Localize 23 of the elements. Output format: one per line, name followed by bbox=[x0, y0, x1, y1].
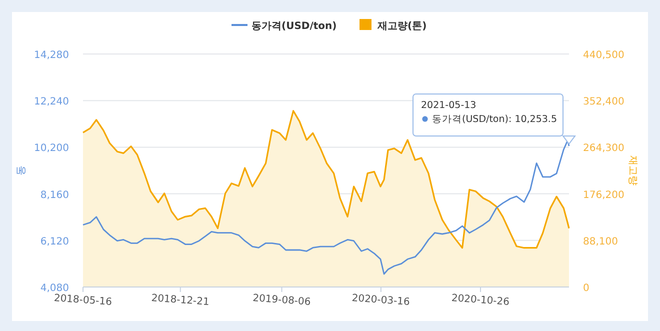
y-tick-label: 14,280 bbox=[34, 50, 69, 61]
y2-tick-label: 352,400 bbox=[583, 96, 624, 108]
x-tick-label: 2020-03-16 bbox=[351, 292, 410, 308]
y-tick-label: 8,160 bbox=[40, 190, 69, 201]
x-tick-label: 2018-05-16 bbox=[54, 292, 112, 308]
x-tick-label: 2019-08-06 bbox=[252, 292, 312, 308]
annotation: 2021-05-13 bbox=[421, 100, 476, 111]
y2-tick-label: 176,200 bbox=[583, 190, 624, 201]
y-tick-label: 12,240 bbox=[34, 96, 69, 108]
y-tick-label: 4,080 bbox=[40, 283, 69, 294]
y2-tick-label: 440,500 bbox=[583, 50, 624, 61]
y2-axis-title: 재고량 bbox=[627, 156, 638, 186]
y2-tick-label: 88,100 bbox=[583, 236, 618, 248]
legend-label: 재고량(톤) bbox=[376, 21, 427, 32]
y2-tick-label: 264,300 bbox=[583, 143, 624, 154]
y-tick-label: 6,120 bbox=[40, 236, 69, 248]
x-tick-label: 2020-10-26 bbox=[451, 292, 510, 308]
annotation: 동가격(USD/ton): 10,253.5 bbox=[432, 114, 557, 125]
y2-tick-label: 0 bbox=[583, 283, 590, 294]
legend-label: 동가격(USD/ton) bbox=[252, 21, 337, 32]
y-axis-title: 동 bbox=[16, 166, 27, 176]
x-tick-label: 2018-12-21 bbox=[150, 292, 210, 308]
y-tick-label: 10,200 bbox=[34, 143, 69, 154]
